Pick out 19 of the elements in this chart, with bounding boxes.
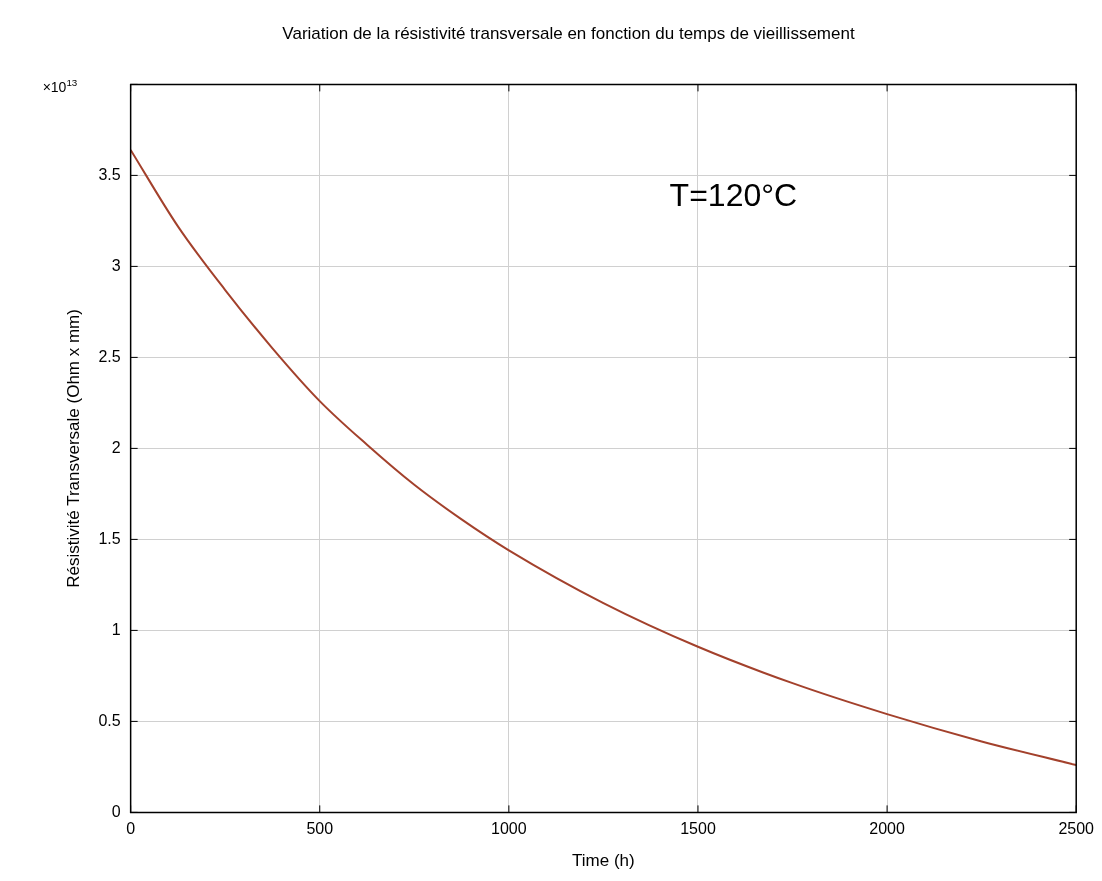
x-tick-label: 1000 bbox=[491, 820, 527, 838]
y-axis-title: Résistivité Transversale (Ohm x mm) bbox=[63, 309, 83, 588]
x-tick-label: 2500 bbox=[1058, 820, 1095, 838]
x-tick-label: 1500 bbox=[680, 820, 716, 838]
x-tick-label: 500 bbox=[306, 820, 334, 838]
chart-title: Variation de la résistivité transversale en fonction du temps de vieillissement bbox=[282, 23, 855, 43]
line-series bbox=[130, 148, 1077, 767]
x-tick-label: 0 bbox=[126, 820, 136, 838]
annotation: T=120°C bbox=[669, 177, 798, 214]
y-tick-label: 0 bbox=[111, 802, 121, 820]
y-tick-label: 3 bbox=[111, 256, 121, 274]
y-tick-label: 3.5 bbox=[98, 165, 121, 183]
y-tick-label: 1.5 bbox=[98, 529, 121, 547]
x-tick-label: 2000 bbox=[869, 820, 905, 838]
y-tick-label: 0.5 bbox=[98, 711, 121, 729]
y-tick-label: 2 bbox=[111, 438, 121, 456]
y-tick-label: 2.5 bbox=[98, 347, 121, 365]
x-axis-title: Time (h) bbox=[572, 851, 635, 871]
y-tick-label: 1 bbox=[111, 620, 121, 638]
